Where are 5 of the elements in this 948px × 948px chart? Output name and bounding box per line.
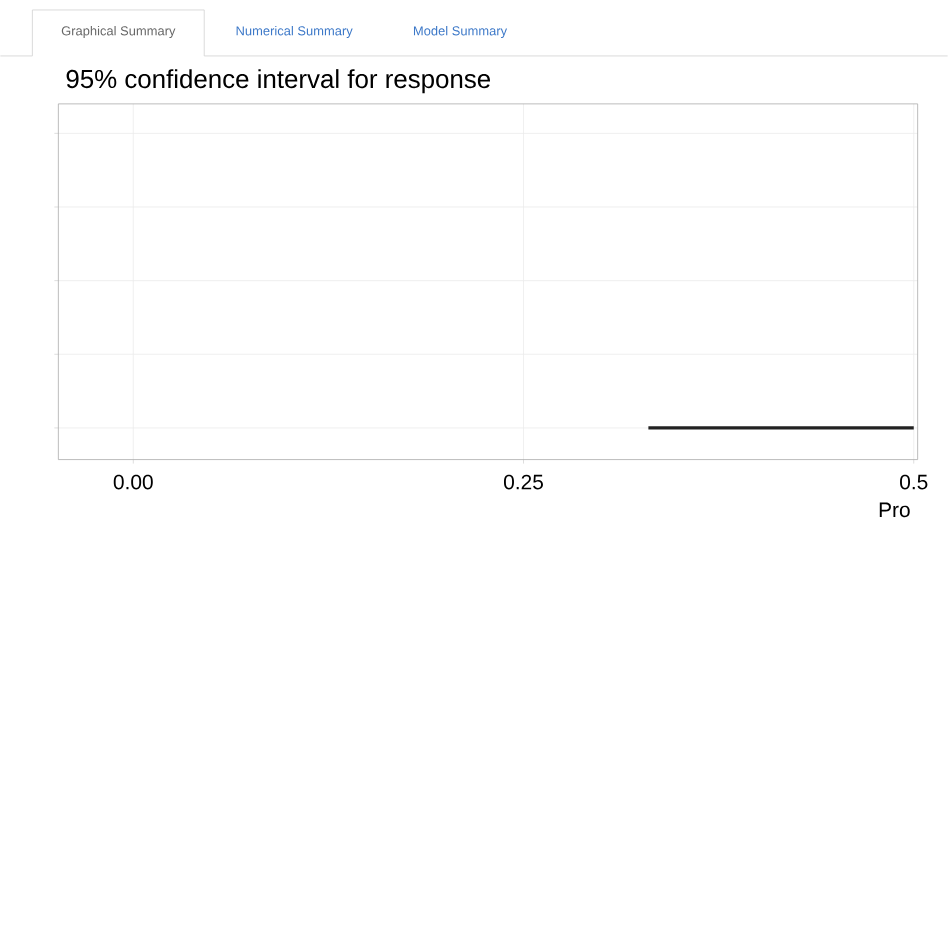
x-tick-label: 0.25: [503, 475, 543, 490]
x-tick-label: 0.5: [900, 475, 928, 490]
x-axis-title: Pro: [879, 503, 910, 518]
chart-title: 95% confidence interval for response: [66, 69, 491, 94]
x-tick-label: 0.00: [113, 475, 153, 490]
